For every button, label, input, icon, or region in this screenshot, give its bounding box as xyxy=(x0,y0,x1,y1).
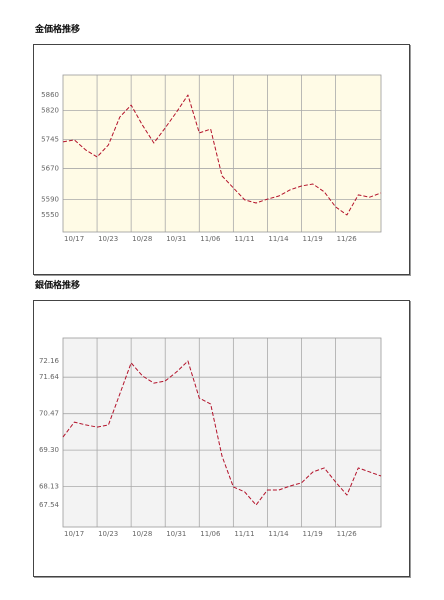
gold-chart-frame: 5860 5820 5745 5670 5590 5550 10/17 10/23 10/28 1… xyxy=(33,44,410,275)
y-tick-label: 5670 xyxy=(41,165,59,173)
gold-chart-title: 金価格推移 xyxy=(35,25,81,35)
y-tick-label: 69.30 xyxy=(39,446,59,454)
y-tick-label: 70.47 xyxy=(39,410,59,418)
x-tick-label: 11/26 xyxy=(337,235,358,243)
x-tick-label: 10/28 xyxy=(132,530,152,538)
x-tick-label: 11/11 xyxy=(234,530,254,538)
y-tick-label: 71.64 xyxy=(39,373,60,381)
x-tick-label: 10/31 xyxy=(166,235,186,243)
plot-area xyxy=(63,75,381,232)
x-tick-label: 10/28 xyxy=(132,235,152,243)
y-tick-label: 5550 xyxy=(41,211,59,219)
x-tick-label: 11/14 xyxy=(268,530,289,538)
x-tick-label: 10/23 xyxy=(98,530,118,538)
x-tick-label: 10/17 xyxy=(64,235,84,243)
x-tick-label: 11/06 xyxy=(200,235,221,243)
y-tick-label: 5590 xyxy=(41,196,59,204)
x-tick-label: 11/26 xyxy=(337,530,358,538)
silver-chart-frame: 72.16 71.64 70.47 69.30 68.13 67.54 10/17 10/23… xyxy=(33,300,410,577)
gold-price-chart: 5860 5820 5745 5670 5590 5550 10/17 10/23 10/28 1… xyxy=(41,74,382,243)
x-tick-label: 10/23 xyxy=(98,235,118,243)
x-tick-label: 11/06 xyxy=(200,530,221,538)
y-tick-label: 5820 xyxy=(41,106,59,114)
x-tick-label: 11/19 xyxy=(303,235,323,243)
x-tick-label: 11/19 xyxy=(303,530,323,538)
x-tick-label: 11/14 xyxy=(268,235,289,243)
silver-chart-title: 銀価格推移 xyxy=(35,281,81,291)
plot-border xyxy=(62,337,382,528)
x-tick-label: 10/31 xyxy=(166,530,186,538)
y-tick-label: 68.13 xyxy=(39,483,59,491)
plot-border xyxy=(62,74,382,233)
x-tick-label: 10/17 xyxy=(64,530,84,538)
series-line xyxy=(62,360,382,506)
y-tick-label: 67.54 xyxy=(39,501,60,509)
plot-area xyxy=(63,338,381,527)
silver-price-chart: 72.16 71.64 70.47 69.30 68.13 67.54 10/17 10/23… xyxy=(39,337,382,538)
y-tick-label: 5860 xyxy=(41,91,59,99)
x-tick-label: 11/11 xyxy=(234,235,254,243)
y-tick-label: 5745 xyxy=(41,136,59,144)
y-tick-label: 72.16 xyxy=(39,357,60,365)
series-line xyxy=(62,94,382,216)
